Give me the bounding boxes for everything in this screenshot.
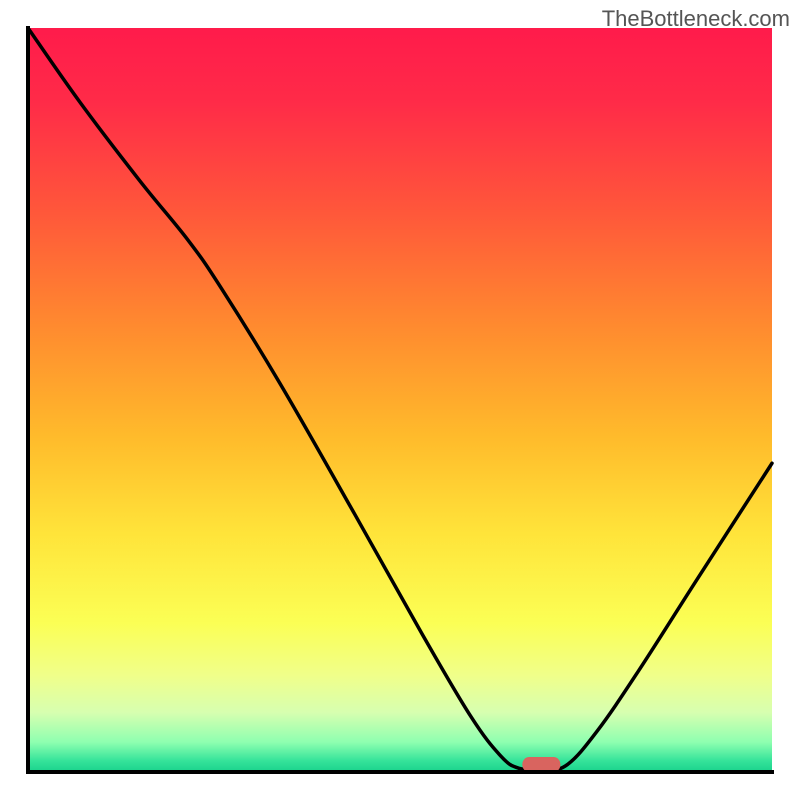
watermark-text: TheBottleneck.com <box>602 6 790 32</box>
bottleneck-chart <box>0 0 800 800</box>
optimal-marker <box>522 757 560 772</box>
chart-container: TheBottleneck.com <box>0 0 800 800</box>
plot-background <box>28 28 772 772</box>
